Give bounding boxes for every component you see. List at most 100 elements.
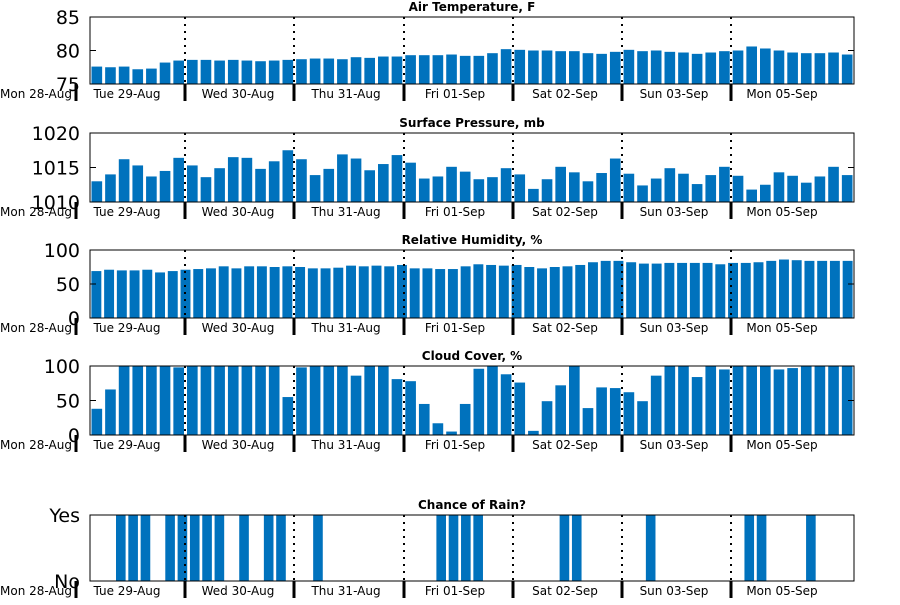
bar	[337, 154, 348, 202]
bar	[159, 62, 171, 84]
ytick-label: 1020	[32, 123, 80, 145]
xtick-label: Fri 01-Sep	[425, 205, 485, 219]
bar	[650, 178, 662, 202]
xtick-label: Mon 05-Sep	[746, 438, 817, 452]
bar	[231, 268, 242, 318]
bar	[537, 268, 547, 318]
bar	[446, 431, 457, 435]
bar	[282, 150, 294, 202]
xtick-label: Wed 30-Aug	[202, 321, 275, 335]
bar	[459, 403, 471, 435]
xtick-label: Tue 29-Aug	[92, 205, 160, 219]
bar	[432, 55, 444, 84]
chart-title: Chance of Rain?	[418, 498, 526, 512]
xtick-label: Sat 02-Sep	[532, 321, 598, 335]
bar	[498, 265, 509, 318]
bar	[613, 260, 624, 318]
bar	[391, 56, 403, 84]
bar	[779, 259, 789, 318]
bar	[487, 366, 498, 435]
bar	[200, 366, 212, 435]
bar	[214, 366, 225, 435]
bar	[569, 51, 580, 84]
bar	[239, 515, 249, 581]
bar	[500, 374, 512, 435]
bar	[146, 68, 157, 84]
bar	[268, 161, 280, 202]
panel-1: 75 80 85 Air Temperature, F Mon 28-Aug Tue 29…	[0, 0, 855, 101]
bar	[105, 67, 116, 84]
bar	[705, 52, 717, 84]
xtick-label: Sun 03-Sep	[640, 205, 709, 219]
bar	[828, 366, 839, 435]
bar	[828, 52, 839, 84]
bar	[637, 185, 648, 202]
ytick-label: 80	[56, 41, 80, 63]
bar	[187, 165, 198, 202]
xtick-label: Thu 31-Aug	[310, 584, 380, 598]
bar	[397, 264, 407, 318]
bar	[448, 515, 459, 581]
bar	[459, 55, 471, 84]
bar	[378, 56, 389, 84]
xtick-label: Mon 28-Aug	[0, 205, 72, 219]
bar	[588, 262, 598, 318]
xtick-label: Sat 02-Sep	[532, 584, 598, 598]
bar	[132, 366, 144, 435]
bar	[817, 260, 828, 318]
bar	[146, 176, 157, 202]
ytick-label: 75	[56, 74, 80, 96]
chart-title: Relative Humidity, %	[402, 233, 543, 247]
ytick-label: 1015	[32, 158, 80, 180]
bar	[841, 366, 853, 435]
bar	[842, 260, 853, 318]
bar	[719, 369, 730, 435]
bar	[282, 397, 294, 435]
bar	[623, 173, 635, 202]
bar	[555, 166, 566, 202]
ytick-label: 100	[44, 356, 80, 378]
bar	[91, 66, 103, 84]
xtick-label: Mon 05-Sep	[746, 205, 817, 219]
xtick-label: Sat 02-Sep	[532, 438, 598, 452]
bar	[364, 57, 375, 84]
bar	[268, 60, 280, 84]
bar	[637, 51, 648, 84]
bar	[549, 267, 560, 318]
bar	[645, 515, 656, 581]
bar	[664, 366, 676, 435]
xtick-label: Mon 05-Sep	[746, 584, 817, 598]
bar	[511, 264, 522, 318]
bar	[487, 177, 498, 202]
bar	[705, 366, 717, 435]
bar	[146, 366, 157, 435]
bar	[678, 366, 689, 435]
bar	[227, 157, 239, 202]
bar	[214, 515, 225, 581]
bar	[541, 50, 553, 84]
bar	[227, 366, 239, 435]
ytick-label: 1010	[32, 192, 80, 214]
bar	[582, 53, 594, 84]
bar	[227, 59, 239, 84]
bar	[173, 157, 184, 202]
bar	[623, 49, 635, 84]
bar	[206, 268, 216, 318]
bar	[732, 175, 744, 202]
bar	[132, 165, 144, 202]
bar	[323, 58, 335, 84]
bar	[241, 157, 253, 202]
bar	[422, 268, 433, 318]
ytick-label: 50	[56, 274, 80, 296]
bar	[609, 388, 621, 435]
bar	[200, 59, 212, 84]
bar	[189, 515, 200, 581]
bar	[582, 408, 594, 435]
bar	[346, 265, 356, 318]
bar	[432, 176, 444, 202]
bar	[800, 182, 812, 202]
bar	[255, 61, 266, 84]
bar	[295, 267, 306, 318]
bar	[244, 266, 255, 318]
xtick-label: Wed 30-Aug	[202, 87, 275, 101]
